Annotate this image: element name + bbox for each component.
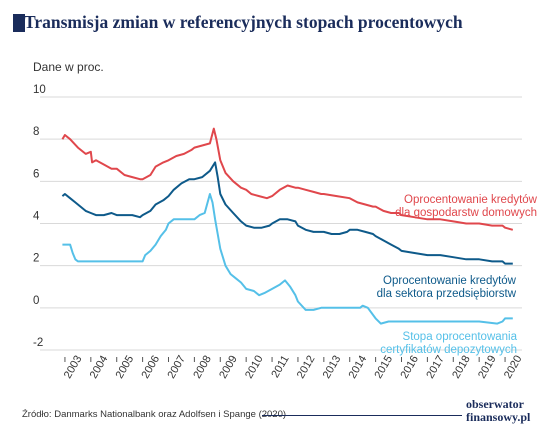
y-tick-label: 6 — [33, 168, 39, 180]
y-tick-label: 8 — [33, 126, 39, 138]
y-tick-label: 10 — [33, 84, 46, 96]
x-tick-labels: 2003 2004 2005 2006 2007 2008 2009 2010 2011 2012… — [62, 353, 525, 380]
series-label-line1: Oprocentowanie kredytów — [404, 194, 538, 206]
source-note: Źródło: Danmarks Nationalbank oraz Adolf… — [22, 409, 287, 420]
title-accent-bar — [13, 14, 25, 32]
series-label-line2: dla gospodarstw domowych — [395, 207, 537, 219]
y-tick-label: 0 — [33, 295, 39, 307]
grid-lines — [40, 96, 522, 351]
y-axis-label: Dane w proc. — [33, 60, 104, 74]
y-tick-labels: -2 0 2 4 6 8 10 — [33, 84, 46, 349]
brand-logo-line1: obserwator — [466, 397, 524, 411]
y-tick-label: 4 — [33, 211, 40, 223]
series-line — [62, 193, 513, 325]
brand-logo-line2: finansowy.pl — [466, 410, 531, 424]
series-line — [61, 127, 514, 231]
series-label-line1: Stopa oprocentowania — [403, 331, 518, 343]
footer-rule — [262, 415, 462, 416]
series-label-line2: certyfikatów depozytowych — [380, 344, 517, 356]
series-label-line1: Oprocentowanie kredytów — [383, 275, 517, 287]
y-tick-label: 2 — [33, 253, 39, 265]
series-line — [61, 161, 513, 265]
chart-title: Transmisja zmian w referencyjnych stopac… — [24, 12, 463, 32]
series-lines — [61, 127, 514, 325]
series-label-line2: dla sektora przedsiębiorstw — [377, 288, 517, 300]
x-tick-label: 2011 — [269, 354, 291, 380]
y-tick-label: -2 — [33, 337, 43, 349]
